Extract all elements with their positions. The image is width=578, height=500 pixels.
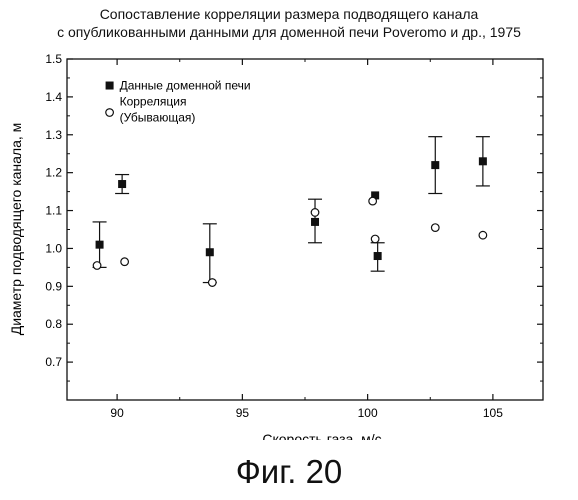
legend-label-correlation: Корреляция: [120, 95, 187, 109]
correlation-point: [369, 197, 377, 205]
y-tick-label: 1.4: [45, 90, 62, 104]
y-tick-label: 1.2: [45, 166, 62, 180]
legend-square-marker: [106, 82, 114, 90]
scatter-chart: 0.7 0.8 0.9 1.0 1.1 1.2 1.3 1.4 1.5 90 95 100 105 Да…: [0, 0, 578, 440]
x-axis-label: Скорость газа, м/с: [262, 431, 381, 440]
y-tick-label: 1.3: [45, 128, 62, 142]
correlation-point: [93, 262, 101, 270]
legend-label-decreasing: (Убывающая): [120, 111, 196, 125]
correlation-point: [121, 258, 129, 266]
figure-label: Фиг. 20: [0, 452, 578, 492]
blast-furnace-point: [118, 180, 126, 188]
correlation-point: [209, 279, 217, 287]
data-markers: [93, 157, 487, 286]
blast-furnace-point: [431, 161, 439, 169]
correlation-point: [371, 235, 379, 243]
correlation-point: [311, 209, 319, 217]
y-tick-label: 0.7: [45, 355, 62, 369]
correlation-point: [431, 224, 439, 232]
error-bars: [93, 137, 490, 283]
blast-furnace-point: [479, 157, 487, 165]
x-tick-label: 100: [358, 406, 378, 420]
legend-label-furnace: Данные доменной печи: [120, 79, 251, 93]
y-tick-label: 1.5: [45, 52, 62, 66]
blast-furnace-point: [96, 241, 104, 249]
y-tick-label: 0.9: [45, 279, 62, 293]
blast-furnace-point: [374, 252, 382, 260]
chart-legend: Данные доменной печи Корреляция (Убывающая…: [106, 79, 251, 125]
x-tick-label: 95: [236, 406, 250, 420]
correlation-point: [479, 231, 487, 239]
y-axis-label: Диаметр подводящего канала, м: [8, 123, 24, 336]
legend-circle-marker: [106, 109, 114, 117]
x-tick-label: 90: [110, 406, 124, 420]
blast-furnace-point: [206, 248, 214, 256]
y-tick-label: 1.0: [45, 241, 62, 255]
y-tick-label: 0.8: [45, 317, 62, 331]
blast-furnace-point: [311, 218, 319, 226]
y-tick-label: 1.1: [45, 204, 62, 218]
x-tick-label: 105: [483, 406, 503, 420]
